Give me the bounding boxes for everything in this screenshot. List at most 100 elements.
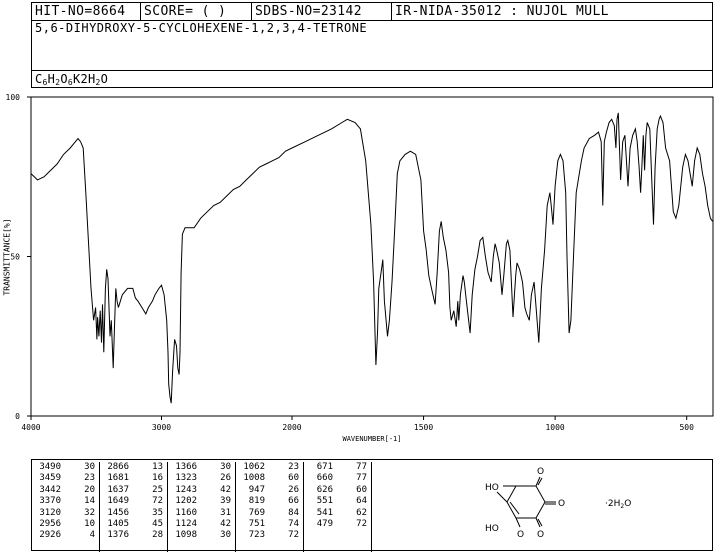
peak-row: 551 64 (304, 496, 371, 507)
peak-wavenumber: 1160 (175, 507, 197, 518)
peak-transmittance: 60 (356, 484, 367, 495)
peak-row: 751 74 (236, 519, 303, 530)
y-axis-label: TRANSMITTANCE[%] (3, 218, 12, 295)
peak-row: 1681 16 (100, 473, 167, 484)
peak-row: 1062 23 (236, 462, 303, 473)
peak-wavenumber: 3370 (39, 496, 61, 507)
peak-transmittance: 32 (84, 507, 95, 518)
peak-transmittance: 26 (220, 473, 231, 484)
peak-wavenumber: 1098 (175, 530, 197, 541)
peak-wavenumber: 1366 (175, 462, 197, 472)
peak-wavenumber: 3442 (39, 484, 61, 495)
peak-row: 1098 30 (168, 530, 235, 541)
ring-bonds (496, 476, 556, 528)
hydroxy-label-bottom: HO (485, 524, 499, 534)
peak-row: 3442 20 (32, 485, 99, 496)
peak-row: 1008 60 (236, 473, 303, 484)
peak-table: 3490 30 3459 23 3442 20 3370 14 3120 32 2956 10 2926… (31, 459, 713, 552)
peak-wavenumber: 1681 (107, 473, 129, 484)
peak-wavenumber: 819 (248, 496, 265, 507)
x-tick-label: 2000 (282, 423, 301, 432)
peak-row: 660 77 (304, 473, 371, 484)
peak-transmittance: 60 (288, 473, 299, 484)
peak-column: 671 77 660 77 626 60 551 64 541 62 479 72 (304, 462, 372, 552)
peak-transmittance: 4 (89, 530, 95, 541)
peak-column: 1366 30 1323 26 1243 42 1202 39 1160 31 1124 42 1098… (168, 462, 236, 552)
peak-row: 2956 10 (32, 519, 99, 530)
x-tick-label: 500 (679, 423, 694, 432)
peak-transmittance: 64 (356, 496, 367, 507)
peak-row: 3370 14 (32, 496, 99, 507)
peak-transmittance: 72 (288, 530, 299, 541)
transmittance-line (30, 112, 713, 404)
x-tick-label: 1000 (545, 423, 564, 432)
peak-wavenumber: 723 (248, 530, 265, 541)
peak-transmittance: 42 (220, 518, 231, 529)
peak-transmittance: 30 (220, 530, 231, 541)
header-panel: HIT-NO=8664 SCORE= ( ) SDBS-NO=23142 IR-… (31, 2, 713, 88)
peak-wavenumber: 660 (316, 473, 333, 484)
x-tick-label: 1500 (414, 423, 433, 432)
peak-row: 626 60 (304, 485, 371, 496)
peak-transmittance: 35 (152, 507, 163, 518)
sdbs-number: SDBS-NO=23142 (252, 3, 392, 20)
peak-transmittance: 72 (152, 496, 163, 507)
axis-ticks: 4000 3000 2000 1500 1000 500 0 50 100 (6, 93, 695, 432)
peak-wavenumber: 671 (316, 462, 333, 472)
peak-wavenumber: 3120 (39, 507, 61, 518)
peak-transmittance: 74 (288, 518, 299, 529)
peak-row: 1405 45 (100, 519, 167, 530)
peak-row: 723 72 (236, 530, 303, 541)
oxygen-label-3: O (537, 530, 544, 540)
peak-transmittance: 30 (84, 462, 95, 472)
peak-wavenumber: 2866 (107, 462, 129, 472)
peak-row: 479 72 (304, 519, 371, 530)
peak-wavenumber: 1008 (243, 473, 265, 484)
oxygen-label-4: O (517, 530, 524, 540)
peak-transmittance: 14 (84, 496, 95, 507)
peak-wavenumber: 1243 (175, 484, 197, 495)
peak-transmittance: 31 (220, 507, 231, 518)
peak-wavenumber: 2956 (39, 518, 61, 529)
peak-wavenumber: 551 (316, 496, 333, 507)
hydrate-label: ·2H2O (605, 499, 631, 510)
peak-row (304, 530, 371, 541)
x-tick-label: 4000 (21, 423, 40, 432)
peak-row: 1124 42 (168, 519, 235, 530)
molecular-formula: C6H2O6K2H2O (35, 72, 109, 87)
peak-wavenumber: 479 (316, 518, 333, 529)
peak-wavenumber: 1456 (107, 507, 129, 518)
peak-row: 1323 26 (168, 473, 235, 484)
peak-transmittance: 23 (84, 473, 95, 484)
peak-transmittance: 42 (220, 484, 231, 495)
peak-row: 769 84 (236, 508, 303, 519)
ir-spectrum-chart: 4000 3000 2000 1500 1000 500 0 50 100 TRANSMITTA… (3, 93, 714, 443)
peak-transmittance: 13 (152, 462, 163, 472)
peak-transmittance: 39 (220, 496, 231, 507)
peak-transmittance: 20 (84, 484, 95, 495)
peak-transmittance: 62 (356, 507, 367, 518)
y-tick-label: 50 (10, 253, 20, 262)
divider (32, 70, 712, 71)
peak-transmittance: 72 (356, 518, 367, 529)
peak-transmittance: 16 (152, 473, 163, 484)
peak-row: 1160 31 (168, 508, 235, 519)
peak-wavenumber: 3490 (39, 462, 61, 472)
peak-column: 3490 30 3459 23 3442 20 3370 14 3120 32 2956 10 2926… (32, 462, 100, 552)
peak-wavenumber: 751 (248, 518, 265, 529)
peak-wavenumber: 626 (316, 484, 333, 495)
peak-row: 3459 23 (32, 473, 99, 484)
peak-row: 3490 30 (32, 462, 99, 473)
peak-row: 1456 35 (100, 508, 167, 519)
peak-transmittance: 28 (152, 530, 163, 541)
peak-transmittance: 77 (356, 473, 367, 484)
peak-transmittance: 66 (288, 496, 299, 507)
peak-row: 671 77 (304, 462, 371, 473)
peak-wavenumber: 541 (316, 507, 333, 518)
peak-transmittance: 10 (84, 518, 95, 529)
peak-transmittance: 84 (288, 507, 299, 518)
ir-info: IR-NIDA-35012 : NUJOL MULL (395, 4, 609, 19)
peak-row: 819 66 (236, 496, 303, 507)
peak-row: 1243 42 (168, 485, 235, 496)
compound-name: 5,6-DIHYDROXY-5-CYCLOHEXENE-1,2,3,4-TETR… (35, 21, 368, 35)
